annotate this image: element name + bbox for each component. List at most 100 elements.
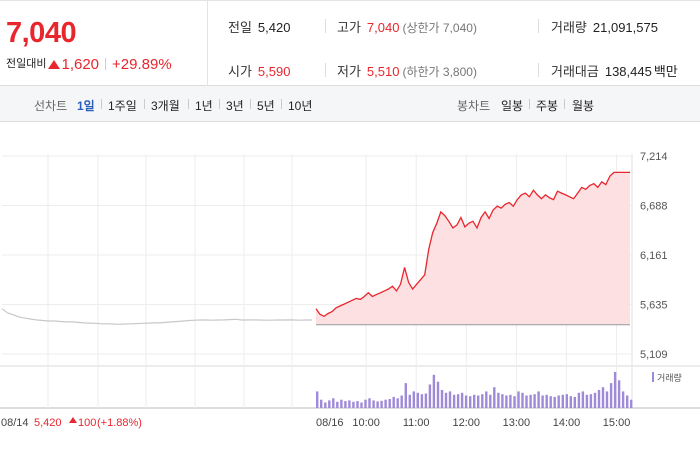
volume-bar [597, 390, 601, 408]
volume-bar [469, 396, 472, 408]
volume-bar [553, 396, 556, 408]
stock-summary: 7,040 전일대비 1,620 +29.89% 전일 5,420 고가 7,040 (상… [0, 0, 700, 87]
period-3m[interactable]: 3개월 [151, 99, 180, 113]
volume-bar [352, 401, 355, 408]
period-1w[interactable]: 1주일 [108, 99, 137, 113]
stat-prev-close: 전일 5,420 [228, 17, 290, 36]
line-chart-label: 선차트 [34, 99, 68, 113]
period-5y[interactable]: 5년 [257, 99, 275, 113]
y-tick-label: 6,161 [640, 250, 668, 262]
volume-bar [593, 392, 597, 408]
volume-bar [432, 374, 436, 408]
divider [250, 99, 251, 109]
volume-bar [577, 392, 581, 408]
volume-bar [376, 401, 379, 408]
stat-volume: 거래량 21,091,575 [551, 17, 658, 36]
candle-weekly[interactable]: 주봉 [536, 99, 559, 113]
candle-monthly[interactable]: 월봉 [572, 99, 595, 113]
volume-bar [505, 395, 508, 408]
x-tick-label: 12:00 [453, 417, 481, 429]
volume-bar [384, 399, 387, 408]
volume-bar [428, 384, 432, 408]
divider [564, 99, 565, 109]
volume-series: 거래량 [316, 372, 682, 408]
candle-daily[interactable]: 일봉 [501, 99, 524, 113]
volume-bar [557, 395, 560, 408]
volume-bar [388, 399, 391, 408]
volume-bar [452, 394, 456, 408]
volume-bar [537, 391, 540, 408]
volume-bar [348, 400, 351, 408]
divider [219, 99, 220, 109]
x-tick-label: 10:00 [352, 417, 380, 429]
prev-day-line [1, 308, 312, 325]
volume-bar [332, 398, 335, 408]
change-amount: 1,620 [61, 56, 100, 73]
y-tick-label: 5,635 [640, 300, 668, 312]
divider [105, 58, 107, 70]
stat-amount: 거래대금 138,445 백만 [551, 61, 678, 80]
prev-close-value: 5,420 [34, 417, 62, 429]
volume-bar [497, 392, 500, 408]
volume-bar [626, 395, 629, 408]
stat-open: 시가 5,590 [228, 61, 290, 80]
divider [281, 99, 282, 109]
volume-bar [565, 394, 568, 408]
period-10y[interactable]: 10년 [288, 99, 313, 113]
volume-bar [581, 391, 585, 408]
stat-label: 거래량 [551, 20, 587, 35]
divider [188, 99, 189, 109]
volume-bar [525, 395, 528, 408]
prev-change-pct: (+1.88%) [97, 417, 142, 429]
y-tick-label: 6,688 [640, 200, 668, 212]
x-tick-label: 08/16 [316, 417, 344, 429]
stat-label: 고가 [337, 20, 361, 35]
today-area [316, 172, 630, 325]
volume-bar [529, 394, 532, 408]
volume-bar [408, 394, 411, 408]
y-axis: 7,214 6,688 6,161 5,635 5,109 [640, 151, 668, 361]
volume-bar [372, 400, 375, 408]
period-3y[interactable]: 3년 [226, 99, 244, 113]
divider [538, 19, 539, 33]
volume-bar [436, 381, 440, 408]
stat-sub: (하한가 3,800) [402, 65, 477, 79]
y-tick-label: 5,109 [640, 349, 668, 361]
volume-bar [396, 398, 399, 408]
up-arrow-icon [69, 417, 77, 423]
volume-bar [501, 394, 504, 408]
volume-bar [336, 401, 339, 408]
candle-chart-label: 봉차트 [457, 99, 491, 113]
stat-value: 7,040 [366, 20, 400, 35]
volume-bar [613, 372, 617, 408]
volume-bar [404, 383, 407, 408]
volume-bar [493, 387, 496, 408]
volume-legend-icon [652, 372, 654, 382]
volume-bar [356, 401, 359, 408]
stat-low: 저가 5,510 (하한가 3,800) [337, 61, 477, 80]
current-price: 7,040 [6, 17, 77, 49]
volume-bar [533, 394, 536, 408]
x-tick-label: 08/14 [1, 417, 29, 429]
volume-bar [481, 394, 484, 408]
volume-bar [541, 395, 544, 408]
price-chart: 7,214 6,688 6,161 5,635 5,109 거래량 10:00 11:00… [0, 151, 700, 429]
volume-bar [573, 396, 576, 408]
period-1d[interactable]: 1일 [77, 99, 95, 113]
stat-value: 5,420 [257, 20, 291, 35]
stat-value: 5,590 [257, 64, 291, 79]
stat-label: 시가 [228, 64, 252, 79]
volume-bar [464, 395, 468, 408]
change-label: 전일대비 [6, 58, 47, 70]
volume-bar [400, 395, 403, 408]
divider [101, 99, 102, 109]
x-tick-label: 11:00 [403, 417, 430, 429]
stat-label: 저가 [337, 64, 361, 79]
volume-bar [316, 391, 319, 408]
prev-change-value: 100 [78, 417, 96, 429]
stat-sub: (상한가 7,040) [402, 21, 477, 35]
volume-bar [324, 402, 327, 408]
volume-legend-label: 거래량 [657, 372, 682, 383]
period-1y[interactable]: 1년 [195, 99, 213, 113]
divider [144, 99, 145, 109]
